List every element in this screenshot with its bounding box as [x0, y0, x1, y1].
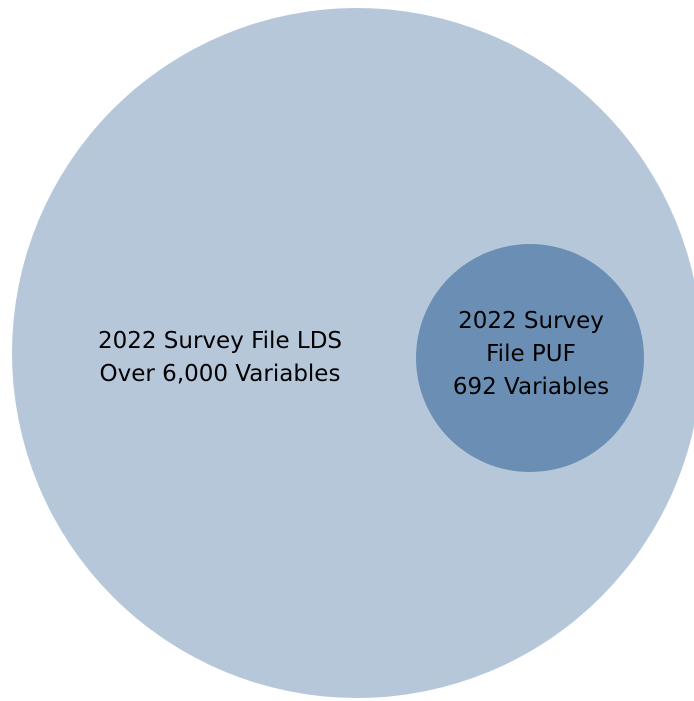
puf-label-line-2: File PUF: [486, 341, 576, 367]
lds-set-label: 2022 Survey File LDS Over 6,000 Variable…: [60, 325, 380, 391]
puf-label-line-3: 692 Variables: [452, 374, 610, 400]
puf-label-line-1: 2022 Survey: [458, 308, 604, 334]
lds-label-line-1: 2022 Survey File LDS: [97, 328, 343, 354]
lds-label-line-2: Over 6,000 Variables: [99, 361, 341, 387]
puf-set-circle: [416, 244, 644, 472]
puf-set-label: 2022 Survey File PUF 692 Variables: [426, 305, 636, 404]
